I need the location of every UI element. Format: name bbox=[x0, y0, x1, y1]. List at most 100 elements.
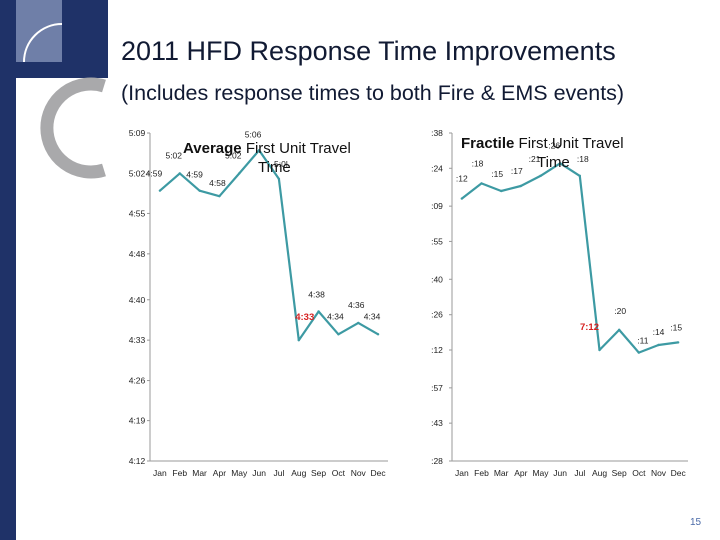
frac-data-point bbox=[617, 328, 621, 332]
avg-data-label: 4:59 bbox=[146, 169, 163, 179]
frac-data-point bbox=[519, 184, 523, 188]
frac-x-tick-label: Apr bbox=[514, 468, 527, 478]
avg-y-tick-label: 4:40 bbox=[129, 295, 146, 305]
frac-y-tick-label: :24 bbox=[431, 163, 443, 173]
avg-y-tick-label: 4:12 bbox=[129, 456, 146, 466]
corner-arc bbox=[23, 23, 63, 63]
avg-x-tick-label: Apr bbox=[213, 468, 226, 478]
frac-data-point bbox=[480, 182, 483, 185]
frac-data-point bbox=[539, 174, 542, 178]
avg-chart-title: Average First Unit Travel bbox=[183, 140, 351, 157]
frac-y-tick-label: :26 bbox=[431, 310, 443, 320]
avg-y-tick-label: 4:26 bbox=[129, 376, 146, 386]
avg-data-point bbox=[317, 310, 320, 313]
frac-data-label: :14 bbox=[653, 327, 665, 337]
frac-data-point bbox=[657, 343, 660, 347]
slide-title: 2011 HFD Response Time Improvements bbox=[121, 36, 616, 66]
avg-data-point bbox=[218, 194, 221, 198]
frac-data-point bbox=[499, 189, 503, 193]
avg-data-point bbox=[337, 333, 340, 336]
frac-data-label: :12 bbox=[456, 174, 468, 184]
frac-y-tick-label: :55 bbox=[431, 236, 443, 246]
avg-x-tick-label: Aug bbox=[291, 468, 306, 478]
avg-data-point bbox=[277, 177, 281, 181]
frac-x-tick-label: May bbox=[532, 468, 549, 478]
frac-y-tick-label: :38 bbox=[431, 128, 443, 138]
avg-y-tick-label: 4:48 bbox=[129, 249, 146, 259]
avg-x-tick-label: Oct bbox=[332, 468, 346, 478]
avg-data-label: 4:34 bbox=[327, 311, 344, 321]
frac-series-line bbox=[461, 162, 679, 354]
frac-x-tick-label: Feb bbox=[474, 468, 489, 478]
avg-data-label: 4:34 bbox=[364, 311, 381, 321]
frac-data-label: :18 bbox=[472, 158, 484, 168]
ring-ornament bbox=[40, 77, 106, 179]
frac-data-label: :20 bbox=[614, 306, 626, 316]
frac-data-label: :21 bbox=[529, 154, 541, 164]
frac-data-point bbox=[676, 341, 680, 344]
frac-data-point bbox=[578, 174, 582, 178]
frac-data-label: 7:12 bbox=[580, 322, 599, 333]
frac-x-tick-label: Aug bbox=[592, 468, 607, 478]
avg-y-tick-label: 5:09 bbox=[129, 128, 146, 138]
avg-data-label: 4:59 bbox=[186, 170, 203, 180]
avg-data-label: 4:38 bbox=[308, 290, 325, 300]
frac-y-tick-label: :43 bbox=[431, 418, 443, 428]
frac-data-label: :15 bbox=[670, 322, 682, 332]
frac-x-tick-label: Mar bbox=[494, 468, 509, 478]
avg-series-line bbox=[159, 149, 379, 342]
avg-x-tick-label: Sep bbox=[311, 468, 326, 478]
frac-y-tick-label: :40 bbox=[431, 274, 443, 284]
frac-y-tick-label: :57 bbox=[431, 383, 443, 393]
frac-data-point bbox=[598, 348, 601, 352]
avg-x-tick-label: Dec bbox=[371, 468, 387, 478]
avg-data-point bbox=[198, 189, 201, 192]
avg-data-point bbox=[297, 338, 300, 342]
frac-x-tick-label: Jun bbox=[553, 468, 567, 478]
frac-x-tick-label: Jul bbox=[574, 468, 585, 478]
avg-y-tick-label: 4:55 bbox=[129, 208, 146, 218]
avg-data-label: 4:33 bbox=[295, 312, 314, 323]
slide-subtitle: (Includes response times to both Fire & … bbox=[121, 81, 625, 105]
frac-data-label: :15 bbox=[491, 169, 503, 179]
left-bar bbox=[0, 0, 16, 540]
frac-x-tick-label: Jan bbox=[455, 468, 469, 478]
avg-y-tick-label: 4:33 bbox=[129, 335, 146, 345]
frac-x-tick-label: Sep bbox=[612, 468, 627, 478]
avg-data-point bbox=[376, 333, 380, 336]
frac-y-tick-label: :12 bbox=[431, 345, 443, 355]
avg-y-tick-label: 5:02 bbox=[129, 168, 146, 178]
avg-data-label: 5:02 bbox=[165, 150, 182, 160]
frac-y-tick-label: :28 bbox=[431, 456, 443, 466]
avg-data-point bbox=[257, 149, 261, 152]
frac-x-tick-label: Oct bbox=[632, 468, 646, 478]
frac-chart-title-line2: Time bbox=[537, 154, 570, 171]
avg-x-tick-label: Jan bbox=[153, 468, 167, 478]
avg-x-tick-label: Jun bbox=[252, 468, 266, 478]
avg-x-tick-label: Mar bbox=[192, 468, 207, 478]
avg-data-point bbox=[357, 321, 360, 325]
frac-chart-title: Fractile First Unit Travel bbox=[461, 135, 624, 152]
avg-data-label: 4:36 bbox=[348, 300, 365, 310]
frac-data-label: :18 bbox=[577, 154, 589, 164]
avg-data-label: 5:0l bbox=[274, 159, 288, 169]
frac-x-tick-label: Nov bbox=[651, 468, 667, 478]
frac-y-tick-label: :09 bbox=[431, 201, 443, 211]
avg-x-tick-label: Jul bbox=[273, 468, 284, 478]
frac-data-point bbox=[460, 197, 464, 200]
avg-x-tick-label: Nov bbox=[351, 468, 367, 478]
frac-data-label: :11 bbox=[637, 336, 648, 346]
avg-data-point bbox=[238, 172, 241, 175]
avg-x-tick-label: May bbox=[231, 468, 248, 478]
frac-data-point bbox=[637, 351, 641, 354]
frac-data-label: :17 bbox=[511, 166, 523, 176]
avg-data-label: 5:02 bbox=[225, 150, 242, 160]
frac-x-tick-label: Dec bbox=[671, 468, 687, 478]
avg-x-tick-label: Feb bbox=[172, 468, 187, 478]
page-number: 15 bbox=[690, 517, 702, 528]
avg-data-label: 5:06 bbox=[245, 129, 262, 139]
